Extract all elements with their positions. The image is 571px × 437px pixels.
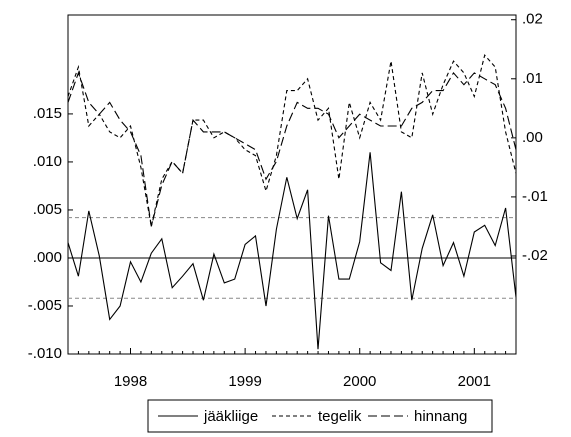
- y-tick-label: .000: [33, 249, 62, 266]
- series-line: [67, 71, 517, 227]
- y2-tick-label: .00: [522, 129, 543, 146]
- legend-label: jääkliige: [203, 408, 258, 425]
- x-tick-label: 2001: [458, 373, 491, 390]
- y2-tick-label: -.02: [522, 247, 548, 264]
- legend-box: [147, 399, 493, 433]
- x-tick-label: 1998: [114, 373, 147, 390]
- y2-tick-label: .02: [522, 11, 543, 28]
- legend-label: tegelik: [318, 408, 362, 425]
- y-tick-label: .010: [33, 153, 62, 170]
- y2-tick-label: .01: [522, 70, 543, 87]
- legend-label: hinnang: [414, 408, 467, 425]
- x-tick-label: 2000: [343, 373, 376, 390]
- y-tick-label: -.010: [28, 345, 62, 362]
- y-tick-label: -.005: [28, 297, 62, 314]
- series-line: [67, 54, 517, 227]
- y2-tick-label: -.01: [522, 188, 548, 205]
- y-tick-label: .005: [33, 201, 62, 218]
- series-line: [67, 152, 517, 350]
- y-tick-label: .015: [33, 105, 62, 122]
- x-tick-label: 1999: [228, 373, 261, 390]
- plot-frame: [67, 14, 517, 355]
